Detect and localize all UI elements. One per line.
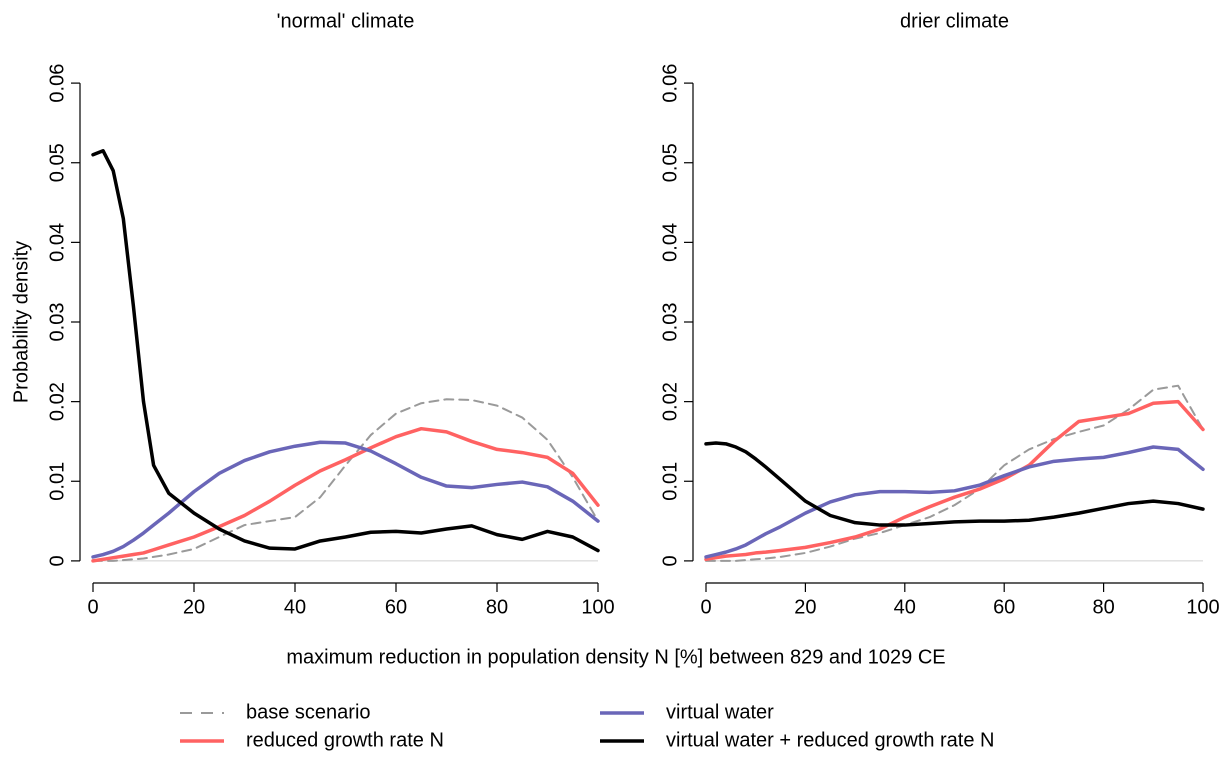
legend-label: virtual water [666,701,774,723]
series-line [92,398,599,562]
legend-label: reduced growth rate N [246,729,444,751]
series-line [91,426,600,563]
y-tick-label: 0.05 [659,143,681,182]
x-tick-label: 60 [385,596,407,618]
y-tick-label: 0.01 [46,462,68,501]
x-tick-label: 40 [894,596,916,618]
x-tick-label: 20 [183,596,205,618]
legend-label: virtual water + reduced growth rate N [666,729,995,751]
y-tick-label: 0.06 [659,64,681,103]
y-tick-label: 0.05 [46,143,68,182]
x-tick-label: 40 [284,596,306,618]
y-tick-label: 0 [659,555,681,566]
x-axis-label: maximum reduction in population density … [286,646,945,668]
y-tick-label: 0.06 [46,64,68,103]
y-tick-label: 0 [46,555,68,566]
x-tick-label: 100 [581,596,614,618]
x-tick-label: 0 [700,596,711,618]
x-tick-label: 100 [1186,596,1219,618]
y-tick-label: 0.01 [659,462,681,501]
series-line [91,149,600,553]
series-line [704,399,1205,562]
series-line [91,440,600,559]
legend-label: base scenario [246,701,371,723]
series-line [704,445,1205,559]
panel-title: drier climate [900,10,1009,32]
y-tick-label: 0.03 [46,303,68,342]
x-tick-label: 0 [87,596,98,618]
x-tick-label: 80 [486,596,508,618]
y-tick-label: 0.04 [46,223,68,262]
y-tick-label: 0.02 [659,382,681,421]
x-tick-label: 20 [794,596,816,618]
x-tick-label: 80 [1092,596,1114,618]
y-tick-label: 0.02 [46,382,68,421]
panel-title: 'normal' climate [277,10,415,32]
y-axis-label: Probability density [10,241,32,403]
series-line [704,441,1205,527]
y-tick-label: 0.03 [659,303,681,342]
y-tick-label: 0.04 [659,223,681,262]
x-tick-label: 60 [993,596,1015,618]
